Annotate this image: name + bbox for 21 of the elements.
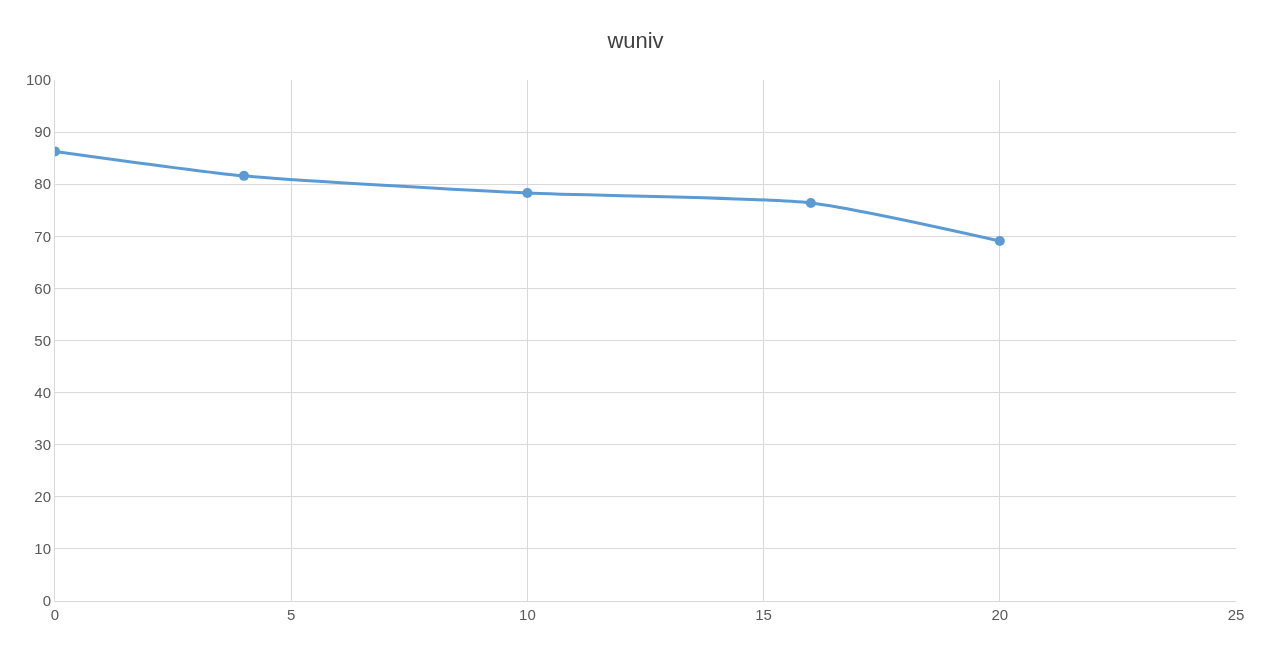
y-tick-label: 90 <box>34 123 51 141</box>
y-tick-label: 20 <box>34 488 51 506</box>
y-tick-label: 50 <box>34 331 51 349</box>
y-tick-label: 30 <box>34 435 51 453</box>
point <box>522 188 533 199</box>
y-tick-label: 100 <box>25 71 51 89</box>
y-tick-label: 40 <box>34 383 51 401</box>
y-tick-label: 0 <box>42 592 51 610</box>
point <box>994 235 1005 246</box>
y-tick-label: 70 <box>34 227 51 245</box>
x-tick-label: 15 <box>755 606 772 623</box>
x-tick-label: 25 <box>1227 606 1245 623</box>
x-tick-label: 5 <box>287 606 296 623</box>
y-tick-label: 10 <box>34 540 51 558</box>
x-tick-label: 10 <box>519 606 536 623</box>
y-tick-label: 80 <box>34 175 51 193</box>
chart-title: wuniv <box>606 27 664 53</box>
point <box>805 197 816 208</box>
y-tick-label: 60 <box>34 279 51 297</box>
point <box>238 170 249 181</box>
x-tick-label: 20 <box>991 606 1009 623</box>
